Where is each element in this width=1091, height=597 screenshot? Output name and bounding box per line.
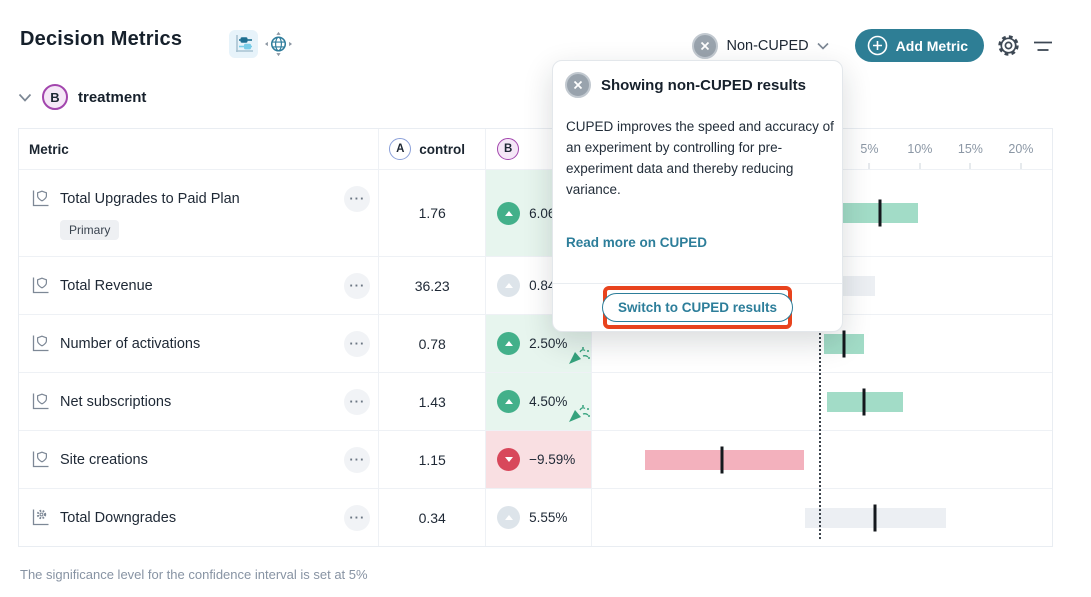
cuped-mode-label: Non-CUPED xyxy=(726,37,809,54)
ci-bar xyxy=(645,449,804,470)
forest-plot-view-icon[interactable] xyxy=(229,30,258,58)
delta-value: 4.50% xyxy=(529,394,568,409)
delta-value: 5.55% xyxy=(529,510,568,525)
row-menu-button[interactable]: ··· xyxy=(344,504,371,531)
popover-title: Showing non-CUPED results xyxy=(601,76,807,94)
axis-tick-mark xyxy=(969,163,971,169)
close-circle-icon xyxy=(692,32,719,59)
delta-badge xyxy=(497,274,521,297)
pan-view-icon[interactable] xyxy=(264,30,293,58)
table-row: Total Upgrades to Paid Plan ··· Primary … xyxy=(19,169,1052,256)
delta-badge xyxy=(497,448,521,471)
ci-chart-cell xyxy=(590,489,1052,546)
table-row: Number of activations ··· 0.78 2.50% xyxy=(19,314,1052,372)
row-menu-button[interactable]: ··· xyxy=(344,388,371,415)
variant-b-column-badge: B xyxy=(497,138,520,160)
delta-badge xyxy=(497,506,521,529)
point-marker xyxy=(878,199,882,227)
row-menu-button[interactable]: ··· xyxy=(344,330,371,357)
delta-badge xyxy=(497,332,521,355)
row-menu-button[interactable]: ··· xyxy=(344,272,371,299)
zero-axis-line xyxy=(819,169,821,539)
switch-to-cuped-button[interactable]: Switch to CUPED results xyxy=(601,293,794,322)
variant-name: treatment xyxy=(78,88,147,106)
control-value: 36.23 xyxy=(414,277,450,294)
cuped-mode-dropdown[interactable]: Non-CUPED xyxy=(692,32,829,59)
plus-circle-icon xyxy=(867,35,887,56)
chevron-down-icon xyxy=(817,42,829,50)
significance-note: The significance level for the confidenc… xyxy=(20,567,368,582)
point-marker xyxy=(720,446,724,473)
table-row: Site creations ··· 1.15 −9.59% xyxy=(19,430,1052,488)
point-marker xyxy=(862,388,866,415)
control-column-header: control xyxy=(419,141,466,157)
read-more-link[interactable]: Read more on CUPED xyxy=(566,235,708,250)
table-row: Total Revenue ··· 36.23 0.84% xyxy=(19,256,1052,314)
shield-metric-icon xyxy=(29,275,51,297)
confetti-icon xyxy=(567,402,591,429)
axis-tick-mark xyxy=(919,163,921,169)
popover-body-text: CUPED improves the speed and accuracy of… xyxy=(566,119,834,197)
metric-name[interactable]: Total Downgrades xyxy=(60,509,177,526)
decision-metrics-table: Metric A control B 5% 10% 15% 20% xyxy=(18,128,1053,547)
metric-name[interactable]: Total Upgrades to Paid Plan xyxy=(60,191,240,207)
delta-value: 2.50% xyxy=(529,336,568,351)
axis-header-cell: 5% 10% 15% 20% xyxy=(590,129,1052,169)
row-menu-button[interactable]: ··· xyxy=(344,186,371,212)
control-a-badge: A xyxy=(389,138,412,160)
gear-metric-icon xyxy=(29,507,51,529)
shield-metric-icon xyxy=(29,391,51,413)
axis-tick-label: 5% xyxy=(860,142,879,156)
axis-tick-label: 10% xyxy=(907,142,933,156)
ci-chart-cell xyxy=(590,373,1052,430)
annotation-highlight-box: Switch to CUPED results xyxy=(601,286,794,329)
popover-divider xyxy=(553,283,842,284)
variant-b-badge: B xyxy=(42,84,68,110)
axis-tick-mark xyxy=(1020,163,1022,169)
shield-metric-icon xyxy=(29,333,51,355)
control-value: 0.34 xyxy=(418,509,446,526)
primary-tag: Primary xyxy=(60,220,120,240)
ci-chart-cell xyxy=(590,431,1052,488)
delta-cell: 5.55% xyxy=(485,489,591,546)
filter-lines-icon[interactable] xyxy=(1033,38,1053,54)
axis-tick-label: 15% xyxy=(957,142,983,156)
metric-name[interactable]: Number of activations xyxy=(60,335,201,352)
table-header-row: Metric A control B 5% 10% 15% 20% xyxy=(19,129,1052,169)
add-metric-button[interactable]: Add Metric xyxy=(854,29,984,62)
delta-cell: 4.50% xyxy=(485,373,591,430)
control-value: 0.78 xyxy=(418,335,446,352)
confetti-icon xyxy=(567,344,591,371)
delta-badge xyxy=(497,390,521,413)
chevron-down-icon[interactable] xyxy=(18,93,32,102)
shield-metric-icon xyxy=(29,188,51,210)
table-row: Total Downgrades ··· 0.34 5.55% xyxy=(19,488,1052,546)
ci-chart-cell xyxy=(590,315,1052,372)
metric-column-header: Metric xyxy=(29,141,69,157)
point-marker xyxy=(842,330,846,357)
delta-badge xyxy=(497,201,521,225)
delta-cell: −9.59% xyxy=(485,431,591,488)
control-value: 1.43 xyxy=(418,393,446,410)
table-row: Net subscriptions ··· 1.43 4.50% xyxy=(19,372,1052,430)
page-title: Decision Metrics xyxy=(20,28,183,50)
add-metric-label: Add Metric xyxy=(895,37,968,54)
control-value: 1.76 xyxy=(418,205,446,221)
delta-value: −9.59% xyxy=(529,452,576,467)
cuped-popover: Showing non-CUPED results CUPED improves… xyxy=(552,60,843,332)
point-marker xyxy=(873,504,877,531)
shield-metric-icon xyxy=(29,449,51,471)
metric-name[interactable]: Site creations xyxy=(60,451,148,468)
gear-icon[interactable] xyxy=(996,33,1021,58)
close-circle-icon[interactable] xyxy=(565,72,591,98)
metric-name[interactable]: Total Revenue xyxy=(60,277,153,294)
control-value: 1.15 xyxy=(418,451,446,468)
row-menu-button[interactable]: ··· xyxy=(344,446,371,473)
axis-tick-mark xyxy=(868,163,870,169)
variant-section-header: B treatment xyxy=(18,84,146,110)
axis-tick-label: 20% xyxy=(1008,142,1034,156)
metric-name[interactable]: Net subscriptions xyxy=(60,393,172,410)
